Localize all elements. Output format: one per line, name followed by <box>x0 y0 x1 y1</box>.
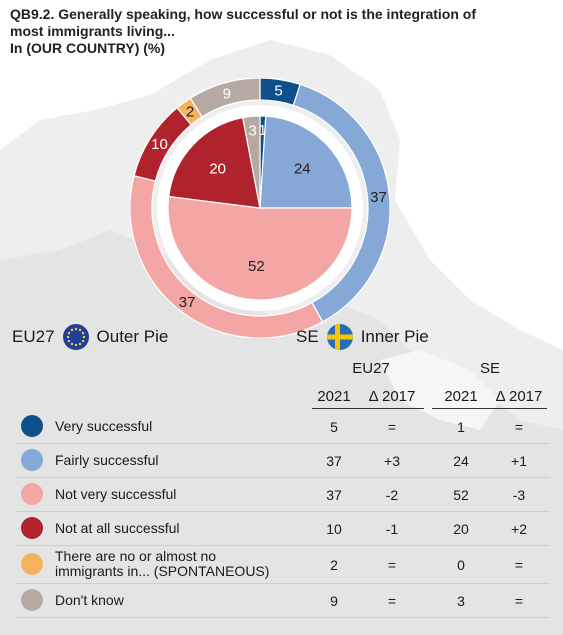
table-row: Fairly successful 37 +3 24 +1 <box>15 444 550 478</box>
eu-delta-value: = <box>387 557 397 573</box>
se-delta-value: = <box>514 593 524 609</box>
col-eu-delta: Δ 2017 <box>368 388 416 405</box>
eu-2021-value: 5 <box>330 419 338 435</box>
outer-label-don-t-know: 9 <box>223 86 231 103</box>
col-eu-2021: 2021 <box>317 388 351 405</box>
eu-2021-value: 10 <box>326 521 342 537</box>
se-2021-value: 20 <box>453 521 469 537</box>
eu-stars-icon <box>66 327 85 347</box>
table-row: Don't know 9 = 3 = <box>15 584 550 618</box>
header-rule-se <box>432 408 547 409</box>
eu-delta-value: = <box>387 419 397 435</box>
donut-chart: 5 37 37 10 2 9 1 24 52 20 3 <box>130 78 390 338</box>
title-line-3: In (OUR COUNTRY) (%) <box>10 40 166 56</box>
se-2021-value: 3 <box>457 593 465 609</box>
se-delta-value: = <box>514 419 524 435</box>
se-delta-value: +2 <box>511 521 527 537</box>
not-very-successful-swatch <box>21 483 43 505</box>
title-line-2: most immigrants living... <box>10 23 175 39</box>
title-line-1: QB9.2. Generally speaking, how successfu… <box>10 6 476 22</box>
eu-delta-value: -2 <box>385 487 399 503</box>
legend-outer-label: Outer Pie <box>96 327 169 346</box>
eu-delta-value: +3 <box>384 453 400 469</box>
legend-outer-code: EU27 <box>12 327 55 346</box>
eu-2021-value: 2 <box>330 557 338 573</box>
inner-slice-not-at-all-successful <box>168 116 261 209</box>
row-label-line-1: There are no or almost no <box>55 548 217 564</box>
row-label: There are no or almost no immigrants in.… <box>55 549 269 579</box>
inner-label-very-successful: 1 <box>258 122 266 139</box>
eu-2021-value: 37 <box>326 453 342 469</box>
se-delta-value: -3 <box>512 487 526 503</box>
table-row: Not at all successful 10 -1 20 +2 <box>15 512 550 546</box>
table-group-se: SE <box>479 360 500 377</box>
legend-inner-label: Inner Pie <box>360 327 429 346</box>
outer-label-there-are-no-or-almost-no-im: 2 <box>186 104 194 121</box>
se-delta-value: = <box>514 557 524 573</box>
outer-label-fairly-successful: 37 <box>370 189 387 206</box>
not-at-all-successful-swatch <box>21 517 43 539</box>
sweden-cross-icon <box>326 324 353 350</box>
row-label-line-2: immigrants in... (SPONTANEOUS) <box>55 563 270 579</box>
inner-slice-not-very-successful <box>167 195 353 301</box>
table-row: Not very successful 37 -2 52 -3 <box>15 478 550 512</box>
eu-2021-value: 9 <box>330 593 338 609</box>
header-rule-eu <box>312 408 424 409</box>
se-2021-value: 52 <box>453 487 469 503</box>
inner-label-fairly-successful: 24 <box>294 160 311 177</box>
inner-slice-fairly-successful <box>259 115 353 209</box>
col-se-delta: Δ 2017 <box>495 388 543 405</box>
col-se-2021: 2021 <box>444 388 478 405</box>
outer-label-not-very-successful: 37 <box>179 294 196 311</box>
eu-flag-icon <box>62 324 89 350</box>
table-row: There are no or almost no immigrants in.… <box>15 546 550 584</box>
eu-2021-value: 37 <box>326 487 342 503</box>
se-delta-value: +1 <box>511 453 527 469</box>
row-label: Fairly successful <box>55 452 159 468</box>
se-2021-value: 1 <box>457 419 465 435</box>
legend-inner-code: SE <box>296 327 319 346</box>
inner-slice-don-t-know <box>242 115 261 209</box>
inner-label-don-t-know: 3 <box>249 122 257 139</box>
no-immigrants-swatch <box>21 553 43 575</box>
dont-know-swatch <box>21 589 43 611</box>
row-label: Not very successful <box>55 486 177 502</box>
very-successful-swatch <box>21 415 43 437</box>
row-label: Don't know <box>55 592 124 608</box>
row-label: Very successful <box>55 418 153 434</box>
legend-outer: EU27 Outer Pie <box>12 324 168 350</box>
se-2021-value: 0 <box>457 557 465 573</box>
row-label: Not at all successful <box>55 520 180 536</box>
outer-label-very-successful: 5 <box>274 83 282 100</box>
fairly-successful-swatch <box>21 449 43 471</box>
table-row: Very successful 5 = 1 = <box>15 410 550 444</box>
outer-slice-don-t-know <box>189 78 261 118</box>
outer-label-not-at-all-successful: 10 <box>151 136 168 153</box>
table-group-eu27: EU27 <box>352 360 390 377</box>
eu-delta-value: = <box>387 593 397 609</box>
inner-label-not-at-all-successful: 20 <box>209 160 226 177</box>
eu-delta-value: -1 <box>385 521 399 537</box>
chart-title: QB9.2. Generally speaking, how successfu… <box>10 6 550 57</box>
legend-inner: SE Inner Pie <box>296 324 429 350</box>
se-2021-value: 24 <box>453 453 469 469</box>
sweden-flag-icon <box>326 324 353 350</box>
inner-label-not-very-successful: 52 <box>248 258 265 275</box>
